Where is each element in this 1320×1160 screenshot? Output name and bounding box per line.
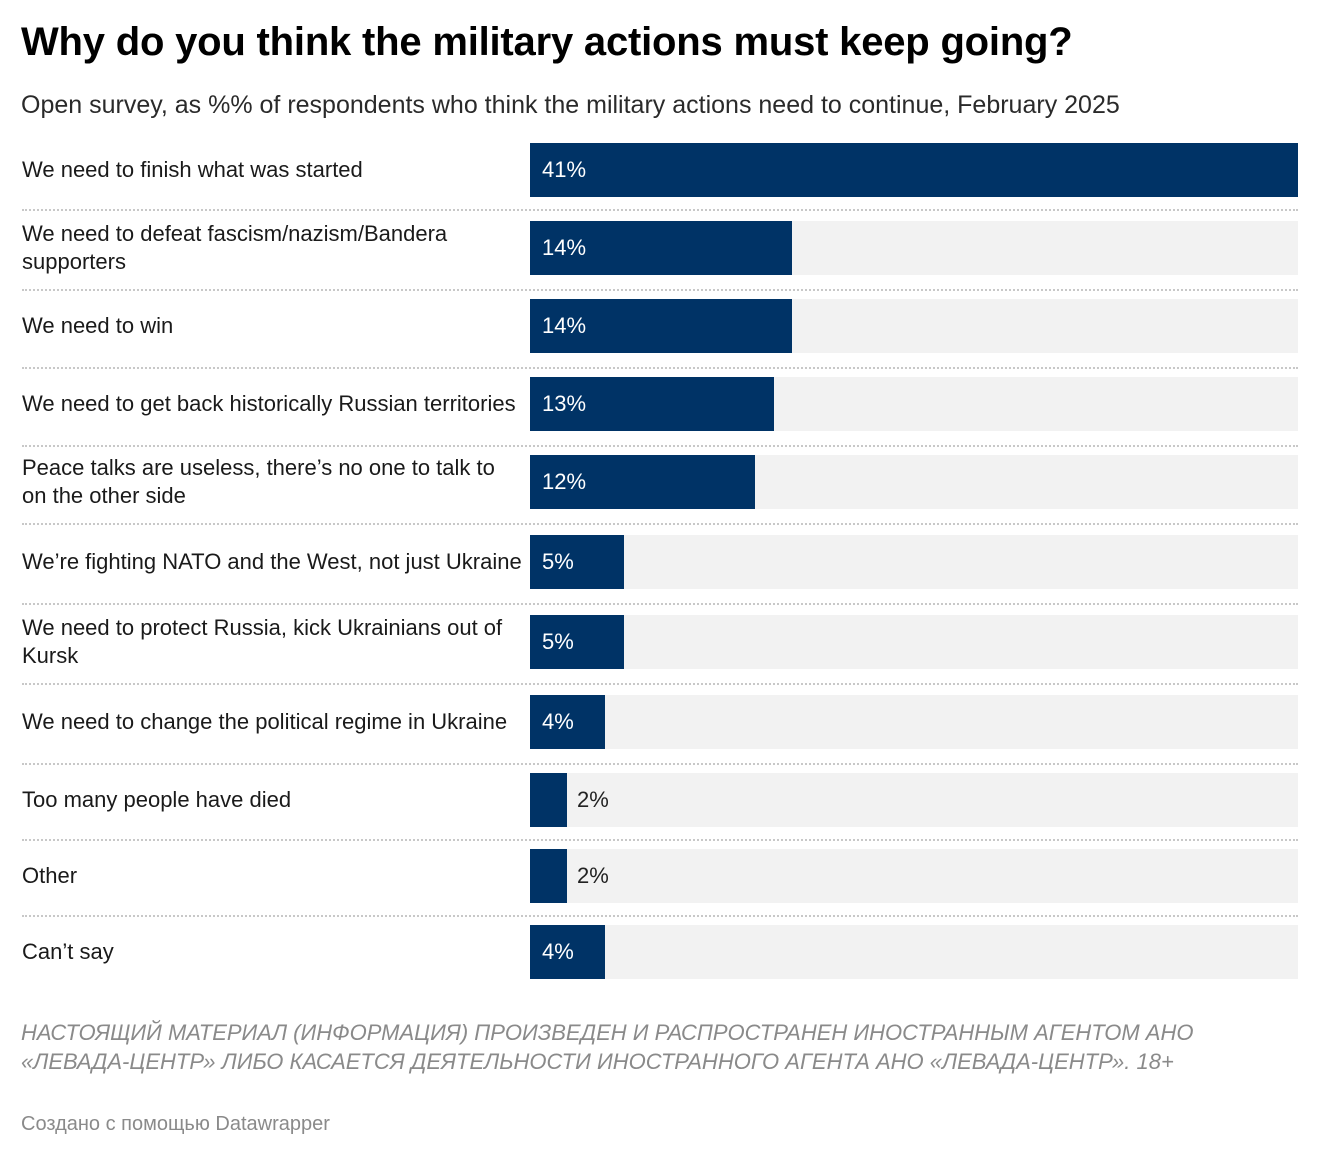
datawrapper-credit[interactable]: Создано с помощью Datawrapper: [21, 1113, 330, 1135]
row-divider: [22, 445, 1298, 447]
value-label: 13%: [542, 391, 587, 416]
value-label: 2%: [577, 787, 609, 812]
value-label: 4%: [542, 939, 574, 964]
bar-track: [530, 535, 1298, 589]
bar: [530, 221, 792, 275]
value-label: 14%: [542, 235, 587, 260]
row-divider: [22, 763, 1298, 765]
row-divider: [22, 603, 1298, 605]
value-label: 14%: [542, 313, 587, 338]
chart-notes: НАСТОЯЩИЙ МАТЕРИАЛ (ИНФОРМАЦИЯ) ПРОИЗВЕД…: [21, 1020, 1194, 1074]
chart-subtitle: Open survey, as %% of respondents who th…: [21, 91, 1120, 119]
bar-track: [530, 849, 1298, 903]
bar: [530, 773, 567, 827]
category-label: We need to protect Russia, kick Ukrainia…: [22, 615, 503, 668]
value-label: 41%: [542, 157, 587, 182]
bar: [530, 143, 1298, 197]
value-label: 2%: [577, 863, 609, 888]
row-divider: [22, 289, 1298, 291]
row-divider: [22, 839, 1298, 841]
value-label: 12%: [542, 469, 587, 494]
category-label: We need to get back historically Russian…: [22, 391, 516, 416]
category-label: We need to change the political regime i…: [22, 709, 508, 734]
bar-chart: We need to finish what was started 41% We …: [22, 143, 1298, 979]
category-label: Other: [22, 863, 78, 888]
category-label: Too many people have died: [22, 787, 292, 812]
value-label: 4%: [542, 709, 574, 734]
category-label: We need to finish what was started: [22, 157, 363, 182]
bar: [530, 377, 774, 431]
bar: [530, 615, 624, 669]
bar-track: [530, 773, 1298, 827]
row-divider: [22, 209, 1298, 211]
bar: [530, 925, 605, 979]
category-label: We need to win: [22, 313, 174, 338]
category-label: We need to defeat fascism/nazism/Bandera…: [22, 221, 448, 274]
bar: [530, 695, 605, 749]
bar: [530, 455, 755, 509]
category-label: Peace talks are useless, there’s no one …: [22, 455, 495, 508]
value-label: 5%: [542, 629, 574, 654]
chart-title: Why do you think the military actions mu…: [21, 20, 1073, 64]
row-divider: [22, 367, 1298, 369]
bar-track: [530, 615, 1298, 669]
value-label: 5%: [542, 549, 574, 574]
row-divider: [22, 523, 1298, 525]
category-label: We’re fighting NATO and the West, not ju…: [22, 549, 522, 574]
row-divider: [22, 683, 1298, 685]
row-divider: [22, 915, 1298, 917]
category-label: Can’t say: [22, 939, 114, 964]
bar-track: [530, 695, 1298, 749]
bar: [530, 849, 567, 903]
bar: [530, 299, 792, 353]
bar-track: [530, 925, 1298, 979]
bar: [530, 535, 624, 589]
